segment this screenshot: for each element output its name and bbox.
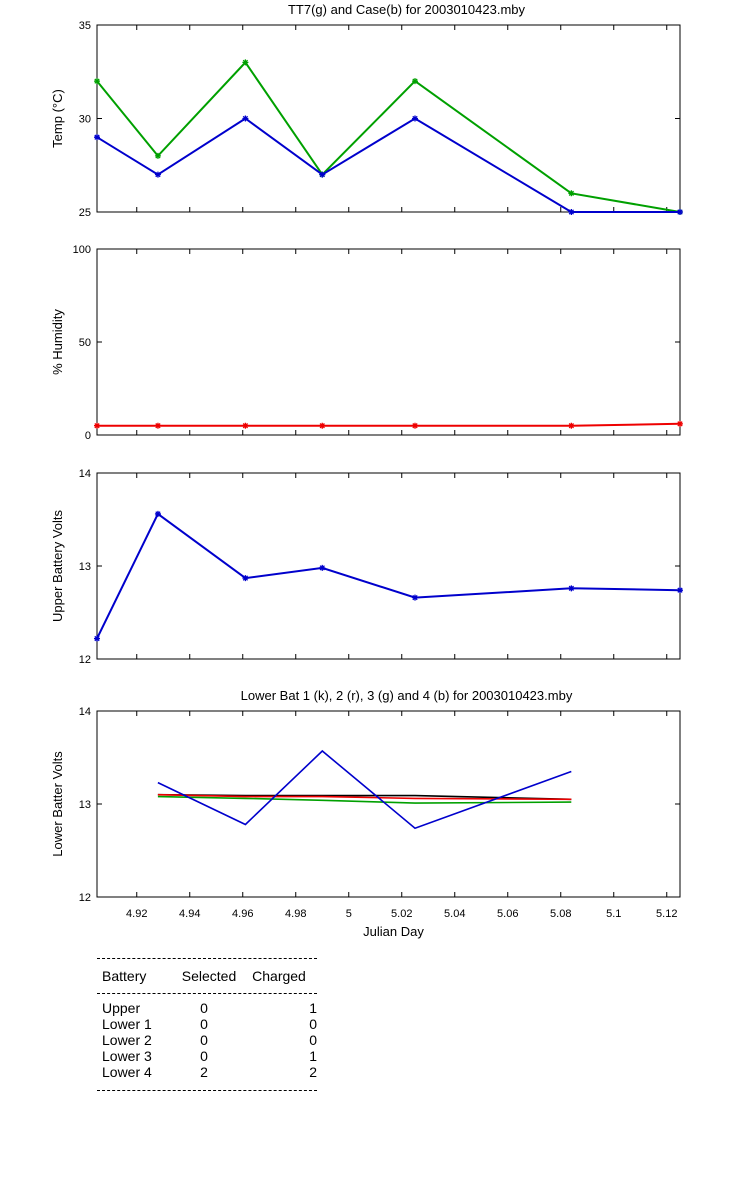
series-line (96, 512, 681, 639)
x-tick-label: 4.94 (179, 908, 200, 920)
series-line (96, 60, 681, 213)
data-point (154, 510, 161, 517)
x-tick-label: 4.98 (285, 908, 306, 920)
data-point (412, 78, 418, 85)
table-body: Upper 0 1 Lower 1 0 0 Lower 2 0 0 Lower … (97, 994, 317, 1090)
x-axis-label: Julian Day (363, 924, 424, 939)
table-divider (97, 993, 317, 994)
data-point (242, 422, 249, 429)
series-line (157, 749, 572, 830)
y-axis-label: Temp (°C) (50, 89, 65, 148)
x-tick-label: 5.1 (606, 908, 621, 920)
chart-title: Lower Bat 1 (k), 2 (r), 3 (g) and 4 (b) … (241, 688, 573, 703)
x-tick-label: 5.06 (497, 908, 518, 920)
data-point (242, 575, 249, 582)
data-point (677, 209, 683, 215)
data-point (677, 420, 683, 427)
selected-value: 0 (200, 1032, 208, 1048)
data-point (412, 594, 418, 601)
data-point (319, 171, 326, 178)
battery-name: Upper (102, 1000, 141, 1016)
y-tick-label: 13 (79, 561, 91, 573)
data-point (154, 152, 161, 159)
table-row: Lower 1 0 0 (97, 1016, 317, 1032)
data-point (677, 587, 683, 594)
table-header-row: Battery Selected Charged (97, 959, 317, 993)
battery-name: Lower 4 (102, 1064, 152, 1080)
data-point (568, 422, 575, 429)
table-divider (97, 958, 317, 959)
table-row: Upper 0 1 (97, 1000, 317, 1016)
plot-frame (96, 248, 681, 436)
table-row: Lower 2 0 0 (97, 1032, 317, 1048)
charged-value: 0 (309, 1016, 317, 1032)
y-tick-label: 25 (79, 207, 91, 219)
data-point (412, 115, 418, 122)
selected-value: 0 (200, 1048, 208, 1064)
series-line (96, 117, 680, 213)
plot-frame (96, 24, 681, 213)
y-axis-label: Upper Battery Volts (50, 510, 65, 622)
data-point (94, 78, 100, 85)
series-line (157, 795, 572, 804)
header-battery: Battery (102, 968, 147, 984)
charged-value: 1 (309, 1048, 317, 1064)
table-row: Lower 4 2 2 (97, 1064, 317, 1080)
data-point (242, 59, 249, 66)
table-divider (97, 1090, 317, 1091)
y-tick-label: 50 (79, 337, 91, 349)
data-point (568, 190, 575, 197)
charts-figure: 25 30 35 TT7(g) and Case(b) for 2003010423.… (50, 2, 683, 939)
data-point (412, 422, 418, 429)
y-axis-label: Lower Batter Volts (50, 751, 65, 857)
x-tick-label: 4.92 (126, 908, 147, 920)
data-point (94, 635, 100, 642)
header-selected: Selected (181, 968, 237, 984)
data-point (242, 115, 249, 122)
y-tick-label: 14 (79, 706, 91, 718)
x-tick-label: 5.04 (444, 908, 465, 920)
data-point (319, 422, 326, 429)
data-point (568, 209, 575, 215)
y-tick-label: 13 (79, 799, 91, 811)
selected-value: 0 (200, 1000, 208, 1016)
x-tick-label: 5 (346, 908, 352, 920)
plot-frame (96, 472, 681, 660)
data-point (154, 422, 161, 429)
x-tick-label: 5.12 (656, 908, 677, 920)
selected-value: 0 (200, 1016, 208, 1032)
x-tick-label: 5.02 (391, 908, 412, 920)
y-tick-label: 14 (79, 468, 91, 480)
y-tick-label: 12 (79, 654, 91, 666)
plot-frame (96, 710, 681, 898)
y-tick-label: 30 (79, 114, 91, 126)
y-axis-label: % Humidity (50, 309, 65, 375)
data-point (94, 134, 100, 141)
battery-name: Lower 2 (102, 1032, 152, 1048)
x-tick-label: 5.08 (550, 908, 571, 920)
series-line (97, 422, 681, 427)
y-tick-label: 100 (73, 244, 91, 256)
header-charged: Charged (252, 968, 306, 984)
battery-name: Lower 1 (102, 1016, 152, 1032)
data-point (154, 171, 161, 178)
series-line (157, 793, 572, 801)
data-point (568, 585, 575, 592)
x-tick-label: 4.96 (232, 908, 253, 920)
charged-value: 2 (309, 1064, 317, 1080)
y-tick-label: 12 (79, 892, 91, 904)
battery-status-table: Battery Selected Charged Upper 0 1 Lower… (97, 958, 317, 1091)
y-tick-label: 35 (79, 20, 91, 32)
y-tick-label: 0 (85, 430, 91, 442)
charged-value: 0 (309, 1032, 317, 1048)
table-row: Lower 3 0 1 (97, 1048, 317, 1064)
data-point (319, 564, 326, 571)
data-point (94, 422, 100, 429)
chart-title: TT7(g) and Case(b) for 2003010423.mby (288, 2, 526, 17)
selected-value: 2 (200, 1064, 208, 1080)
battery-name: Lower 3 (102, 1048, 152, 1064)
charged-value: 1 (309, 1000, 317, 1016)
